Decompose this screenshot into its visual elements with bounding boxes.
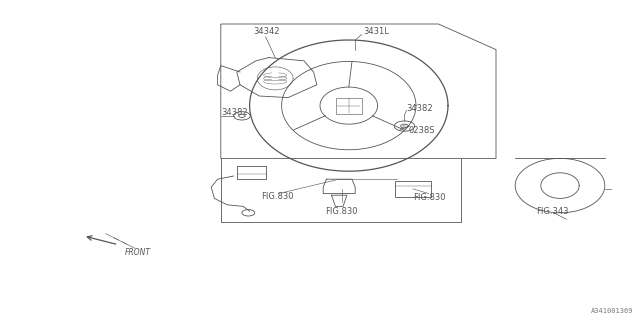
Text: FRONT: FRONT bbox=[125, 248, 151, 257]
Text: 34342: 34342 bbox=[253, 27, 279, 36]
Bar bbox=[395, 181, 431, 197]
Text: 34382: 34382 bbox=[406, 104, 433, 113]
Text: FIG.830: FIG.830 bbox=[325, 207, 358, 216]
Text: A341001369: A341001369 bbox=[591, 308, 634, 314]
Text: 3431L: 3431L bbox=[363, 27, 388, 36]
Text: FIG.830: FIG.830 bbox=[261, 192, 294, 201]
Bar bbox=[237, 166, 266, 179]
Text: FIG.830: FIG.830 bbox=[413, 193, 445, 202]
Bar bbox=[336, 98, 362, 114]
Text: FIG.343: FIG.343 bbox=[536, 207, 569, 216]
Text: 0238S: 0238S bbox=[408, 126, 435, 135]
Text: 34382: 34382 bbox=[221, 108, 248, 117]
